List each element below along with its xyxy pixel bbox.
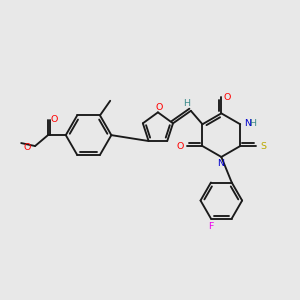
Text: O: O bbox=[155, 103, 163, 112]
Text: F: F bbox=[208, 222, 214, 231]
Text: H: H bbox=[183, 99, 190, 108]
Text: O: O bbox=[24, 142, 31, 152]
Text: O: O bbox=[50, 115, 58, 124]
Text: O: O bbox=[224, 93, 231, 102]
Text: H: H bbox=[249, 119, 256, 128]
Text: O: O bbox=[177, 142, 184, 151]
Text: S: S bbox=[260, 142, 266, 151]
Text: N: N bbox=[244, 119, 251, 128]
Text: N: N bbox=[217, 159, 224, 168]
